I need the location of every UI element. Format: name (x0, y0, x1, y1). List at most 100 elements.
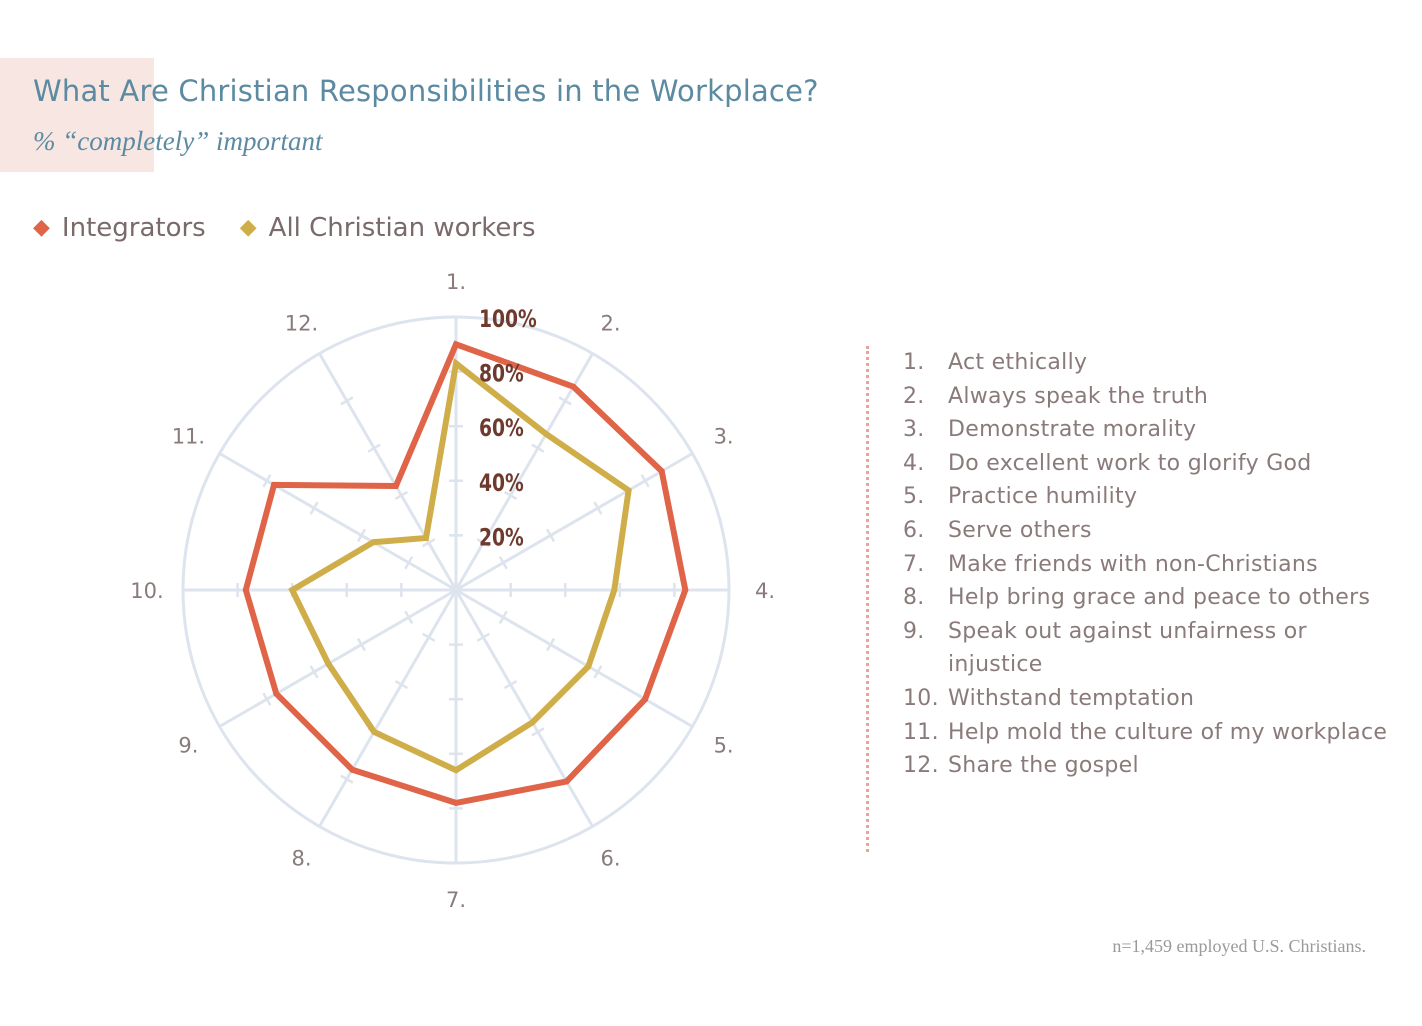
list-item-number: 10. (903, 685, 939, 711)
list-item: 3. Demonstrate morality (903, 413, 1389, 447)
list-item-number: 12. (903, 753, 939, 779)
list-item-number: 7. (903, 551, 925, 577)
title-accent-block (0, 58, 154, 172)
data-point (585, 663, 592, 670)
grid-tick-mark (356, 637, 367, 652)
axis-label: 3. (714, 425, 734, 449)
grid-tick-mark (498, 556, 508, 570)
list-item-number: 1. (903, 350, 925, 375)
grid-tick-mark (640, 474, 650, 488)
list-item: 4. Do excellent work to glorify God (903, 447, 1389, 481)
grid-tick-mark (394, 679, 409, 690)
list-item: 5. Practice humility (903, 480, 1389, 514)
list-item-label: Help bring grace and peace to others (948, 585, 1371, 611)
data-point (453, 341, 459, 348)
grid-tick-mark (262, 692, 272, 706)
radial-tick-label: 80% (479, 360, 524, 388)
list-item-label: Help mold the culture of my workplace (948, 719, 1388, 745)
legend-item-integrators: ◆ Integrators (33, 213, 206, 243)
list-item-number: 3. (903, 417, 925, 443)
list-item-number: 6. (903, 517, 925, 543)
grid-tick-mark (356, 528, 367, 543)
data-point (423, 535, 429, 541)
list-item-number: 2. (903, 383, 925, 409)
grid-tick-mark (367, 443, 381, 453)
list-item-label: Act ethically (948, 350, 1088, 375)
chart-subtitle: % “completely” important (33, 126, 323, 156)
axis-label: 9. (178, 734, 198, 758)
grid-spoke (318, 589, 458, 828)
data-point (642, 696, 649, 703)
grid-tick-mark (309, 665, 319, 679)
radial-tick-label: 100% (479, 306, 537, 334)
grid-tick-mark (214, 719, 225, 734)
list-item: 2. Always speak the truth (903, 380, 1389, 414)
diamond-icon: ◆ (33, 215, 50, 240)
grid-tick-mark (404, 610, 414, 624)
axis-label: 12. (285, 311, 318, 335)
data-point (453, 767, 459, 774)
radial-tick-label: 60% (479, 415, 524, 443)
radial-tick-labels: 20% 40% 60% 80% 100% (479, 306, 537, 552)
data-point (271, 481, 277, 488)
grid-tick-mark (340, 396, 354, 406)
data-point (543, 431, 550, 437)
list-item: 10. Withstand temptation (903, 682, 1389, 716)
grid-tick-mark (404, 556, 414, 570)
list-item-label: Always speak the truth (948, 383, 1209, 409)
list-item: 11. Help mold the culture of my workplace (903, 716, 1389, 750)
list-item-label: Make friends with non-Christians (948, 551, 1318, 577)
grid-tick-mark (498, 610, 508, 624)
grid-tick-mark (531, 727, 545, 737)
data-point (611, 587, 618, 593)
data-point (570, 383, 577, 390)
data-point (370, 539, 377, 546)
grid-tick-mark (394, 490, 409, 501)
list-item: 7. Make friends with non-Christians (903, 548, 1389, 582)
axis-label: 8. (291, 847, 311, 871)
grid-tick-mark (340, 774, 354, 784)
grid-tick-mark (687, 719, 698, 734)
list-item: 1. Act ethically (903, 346, 1389, 380)
series-polygon-all-christian-workers (288, 357, 632, 774)
list-item: 6. Serve others (903, 514, 1389, 548)
radar-grid (181, 315, 731, 865)
list-item: 12. Share the gospel (903, 749, 1389, 783)
data-point (325, 660, 332, 667)
grid-spoke (218, 452, 457, 592)
grid-spoke (218, 588, 457, 728)
footnote: n=1,459 employed U.S. Christians. (1112, 936, 1366, 956)
data-point (625, 487, 632, 494)
grid-tick-mark (558, 396, 572, 406)
axis-label: 2. (600, 311, 620, 335)
grid-tick-mark (214, 446, 225, 461)
data-point (453, 360, 459, 367)
data-point (682, 587, 689, 593)
list-item-label: Do excellent work to glorify God (948, 450, 1312, 476)
grid-tick-mark (593, 501, 603, 515)
item-list: 1. Act ethically 2. Always speak the truth 3… (866, 346, 1389, 852)
chart-title: What Are Christian Responsibilities in t… (33, 74, 819, 108)
radar-series (242, 340, 689, 806)
grid-tick-mark (687, 446, 698, 461)
axis-label: 5. (714, 734, 734, 758)
list-item: 9. Speak out against unfairness or injust… (903, 615, 1389, 682)
list-item-number: 5. (903, 484, 925, 510)
list-item-number: 8. (903, 585, 925, 611)
grid-tick-mark (476, 538, 490, 548)
axis-label: 6. (600, 847, 620, 871)
list-item-label: Share the gospel (948, 753, 1139, 779)
radial-tick-label: 40% (479, 470, 524, 498)
axis-labels: 1. 2. 3. 4. 5. 6. 7. 8. 9. 10. 11. 12. (130, 270, 775, 912)
grid-spoke (454, 589, 594, 828)
grid-tick-mark (476, 632, 490, 642)
axis-label: 10. (130, 579, 163, 603)
grid-spoke (318, 352, 458, 591)
data-point (453, 799, 459, 806)
data-point (349, 766, 356, 773)
data-point (563, 778, 570, 785)
legend-item-all-christian-workers: ◆ All Christian workers (240, 213, 536, 243)
grid-spoke (455, 588, 694, 728)
axis-label: 11. (172, 425, 205, 449)
